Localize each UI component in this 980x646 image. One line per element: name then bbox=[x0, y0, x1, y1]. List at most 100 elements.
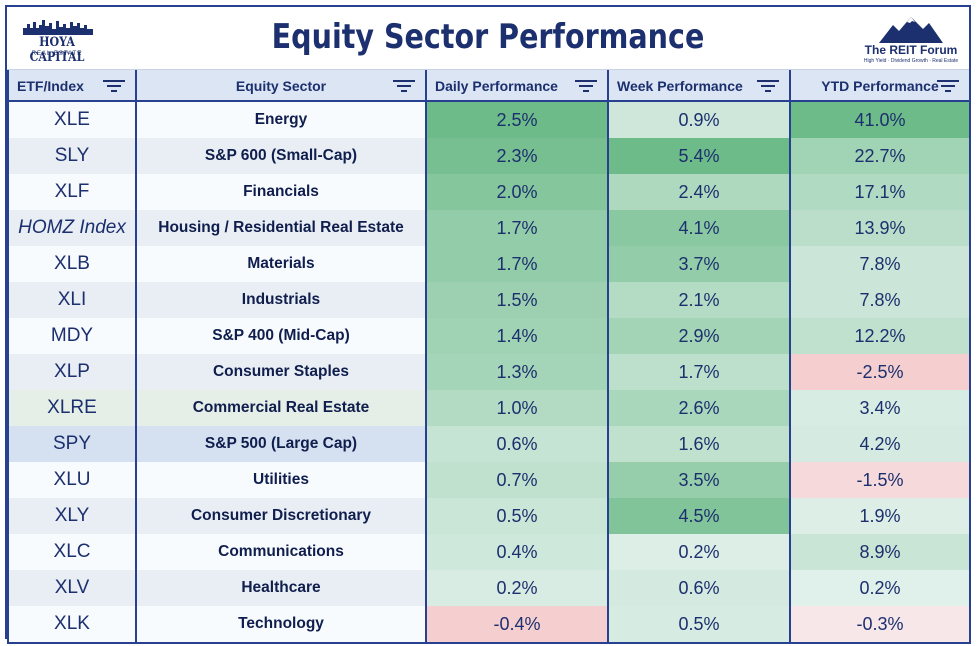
column-header-label: YTD Performance bbox=[821, 78, 939, 94]
hoya-capital-name: HOYA CAPITAL bbox=[29, 35, 85, 65]
daily-performance-cell: 1.3% bbox=[425, 354, 609, 390]
daily-performance-cell: 0.5% bbox=[425, 498, 609, 534]
week-performance-cell: 2.4% bbox=[607, 174, 791, 210]
table-row: XLB Materials 1.7% 3.7% 7.8% bbox=[7, 246, 971, 282]
ytd-performance-cell: 22.7% bbox=[789, 138, 971, 174]
sector-cell: Utilities bbox=[135, 462, 427, 498]
week-performance-cell: 1.6% bbox=[607, 426, 791, 462]
reit-forum-tagline: High Yield · Dividend Growth · Real Esta… bbox=[863, 58, 959, 64]
daily-performance-cell: 1.0% bbox=[425, 390, 609, 426]
column-header-label: Equity Sector bbox=[235, 78, 327, 94]
etf-cell: XLU bbox=[7, 462, 137, 498]
etf-cell: XLI bbox=[7, 282, 137, 318]
daily-performance-cell: 1.4% bbox=[425, 318, 609, 354]
sector-cell: Technology bbox=[135, 606, 427, 644]
week-performance-cell: 3.7% bbox=[607, 246, 791, 282]
week-performance-cell: 4.1% bbox=[607, 210, 791, 246]
hoya-capital-sub: REAL ESTATE bbox=[31, 51, 83, 57]
column-header-ytd[interactable]: YTD Performance bbox=[789, 70, 971, 102]
table-row: XLI Industrials 1.5% 2.1% 7.8% bbox=[7, 282, 971, 318]
daily-performance-cell: 1.7% bbox=[425, 246, 609, 282]
filter-icon[interactable] bbox=[393, 79, 415, 93]
daily-performance-cell: 0.2% bbox=[425, 570, 609, 606]
week-performance-cell: 3.5% bbox=[607, 462, 791, 498]
etf-cell: XLF bbox=[7, 174, 137, 210]
daily-performance-cell: 0.6% bbox=[425, 426, 609, 462]
sector-cell: Consumer Discretionary bbox=[135, 498, 427, 534]
sector-cell: S&P 500 (Large Cap) bbox=[135, 426, 427, 462]
sector-cell: Commercial Real Estate bbox=[135, 390, 427, 426]
column-header-sector[interactable]: Equity Sector bbox=[135, 70, 427, 102]
ytd-performance-cell: 0.2% bbox=[789, 570, 971, 606]
column-header-label: Daily Performance bbox=[435, 78, 558, 94]
week-performance-cell: 4.5% bbox=[607, 498, 791, 534]
etf-cell: XLRE bbox=[7, 390, 137, 426]
hoya-capital-logo: HOYA CAPITAL REAL ESTATE bbox=[17, 15, 97, 65]
table-row: SPY S&P 500 (Large Cap) 0.6% 1.6% 4.2% bbox=[7, 426, 971, 462]
week-performance-cell: 2.1% bbox=[607, 282, 791, 318]
sector-cell: Communications bbox=[135, 534, 427, 570]
column-header-week[interactable]: Week Performance bbox=[607, 70, 791, 102]
daily-performance-cell: 0.4% bbox=[425, 534, 609, 570]
title-bar: HOYA CAPITAL REAL ESTATE Equity Sector P… bbox=[7, 7, 969, 70]
ytd-performance-cell: 17.1% bbox=[789, 174, 971, 210]
etf-cell: XLC bbox=[7, 534, 137, 570]
table-row: XLP Consumer Staples 1.3% 1.7% -2.5% bbox=[7, 354, 971, 390]
sector-cell: Industrials bbox=[135, 282, 427, 318]
ytd-performance-cell: -0.3% bbox=[789, 606, 971, 644]
week-performance-cell: 0.2% bbox=[607, 534, 791, 570]
ytd-performance-cell: 12.2% bbox=[789, 318, 971, 354]
etf-cell: XLP bbox=[7, 354, 137, 390]
week-performance-cell: 5.4% bbox=[607, 138, 791, 174]
ytd-performance-cell: -1.5% bbox=[789, 462, 971, 498]
week-performance-cell: 0.5% bbox=[607, 606, 791, 644]
etf-cell: XLB bbox=[7, 246, 137, 282]
daily-performance-cell: 0.7% bbox=[425, 462, 609, 498]
week-performance-cell: 1.7% bbox=[607, 354, 791, 390]
reit-forum-name: The REIT Forum bbox=[864, 43, 958, 57]
filter-icon[interactable] bbox=[575, 79, 597, 93]
table-row: XLRE Commercial Real Estate 1.0% 2.6% 3.4% bbox=[7, 390, 971, 426]
mountain-icon bbox=[879, 17, 943, 43]
column-header-etf[interactable]: ETF/Index bbox=[7, 70, 137, 102]
etf-cell: XLK bbox=[7, 606, 137, 644]
filter-icon[interactable] bbox=[937, 79, 959, 93]
sector-cell: Consumer Staples bbox=[135, 354, 427, 390]
etf-cell: XLY bbox=[7, 498, 137, 534]
sector-cell: Energy bbox=[135, 101, 427, 138]
etf-cell: SLY bbox=[7, 138, 137, 174]
daily-performance-cell: 2.5% bbox=[425, 101, 609, 138]
page-title: Equity Sector Performance bbox=[271, 17, 705, 57]
reit-forum-logo: The REIT Forum High Yield · Dividend Gro… bbox=[859, 13, 963, 65]
sector-cell: Healthcare bbox=[135, 570, 427, 606]
header-row: ETF/Index Equity Sector Daily Performanc… bbox=[7, 70, 971, 102]
ytd-performance-cell: 7.8% bbox=[789, 246, 971, 282]
table-row: XLU Utilities 0.7% 3.5% -1.5% bbox=[7, 462, 971, 498]
table-row: XLF Financials 2.0% 2.4% 17.1% bbox=[7, 174, 971, 210]
column-header-daily[interactable]: Daily Performance bbox=[425, 70, 609, 102]
etf-cell: MDY bbox=[7, 318, 137, 354]
table-row: XLC Communications 0.4% 0.2% 8.9% bbox=[7, 534, 971, 570]
ytd-performance-cell: 8.9% bbox=[789, 534, 971, 570]
column-header-label: Week Performance bbox=[617, 78, 743, 94]
table-row: SLY S&P 600 (Small-Cap) 2.3% 5.4% 22.7% bbox=[7, 138, 971, 174]
table-body: XLE Energy 2.5% 0.9% 41.0% SLY S&P 600 (Small-… bbox=[7, 101, 971, 644]
sector-performance-table-frame: HOYA CAPITAL REAL ESTATE Equity Sector P… bbox=[5, 5, 971, 644]
filter-icon[interactable] bbox=[103, 79, 125, 93]
performance-table: ETF/Index Equity Sector Daily Performanc… bbox=[7, 70, 971, 644]
etf-cell: HOMZ Index bbox=[7, 210, 137, 246]
ytd-performance-cell: 1.9% bbox=[789, 498, 971, 534]
table-row: MDY S&P 400 (Mid-Cap) 1.4% 2.9% 12.2% bbox=[7, 318, 971, 354]
sector-cell: S&P 400 (Mid-Cap) bbox=[135, 318, 427, 354]
sector-cell: Materials bbox=[135, 246, 427, 282]
table-row: XLV Healthcare 0.2% 0.6% 0.2% bbox=[7, 570, 971, 606]
ytd-performance-cell: 13.9% bbox=[789, 210, 971, 246]
daily-performance-cell: 2.3% bbox=[425, 138, 609, 174]
column-header-label: ETF/Index bbox=[17, 78, 84, 94]
week-performance-cell: 2.6% bbox=[607, 390, 791, 426]
ytd-performance-cell: 3.4% bbox=[789, 390, 971, 426]
week-performance-cell: 2.9% bbox=[607, 318, 791, 354]
table-row: XLY Consumer Discretionary 0.5% 4.5% 1.9% bbox=[7, 498, 971, 534]
sector-cell: Financials bbox=[135, 174, 427, 210]
filter-icon[interactable] bbox=[757, 79, 779, 93]
